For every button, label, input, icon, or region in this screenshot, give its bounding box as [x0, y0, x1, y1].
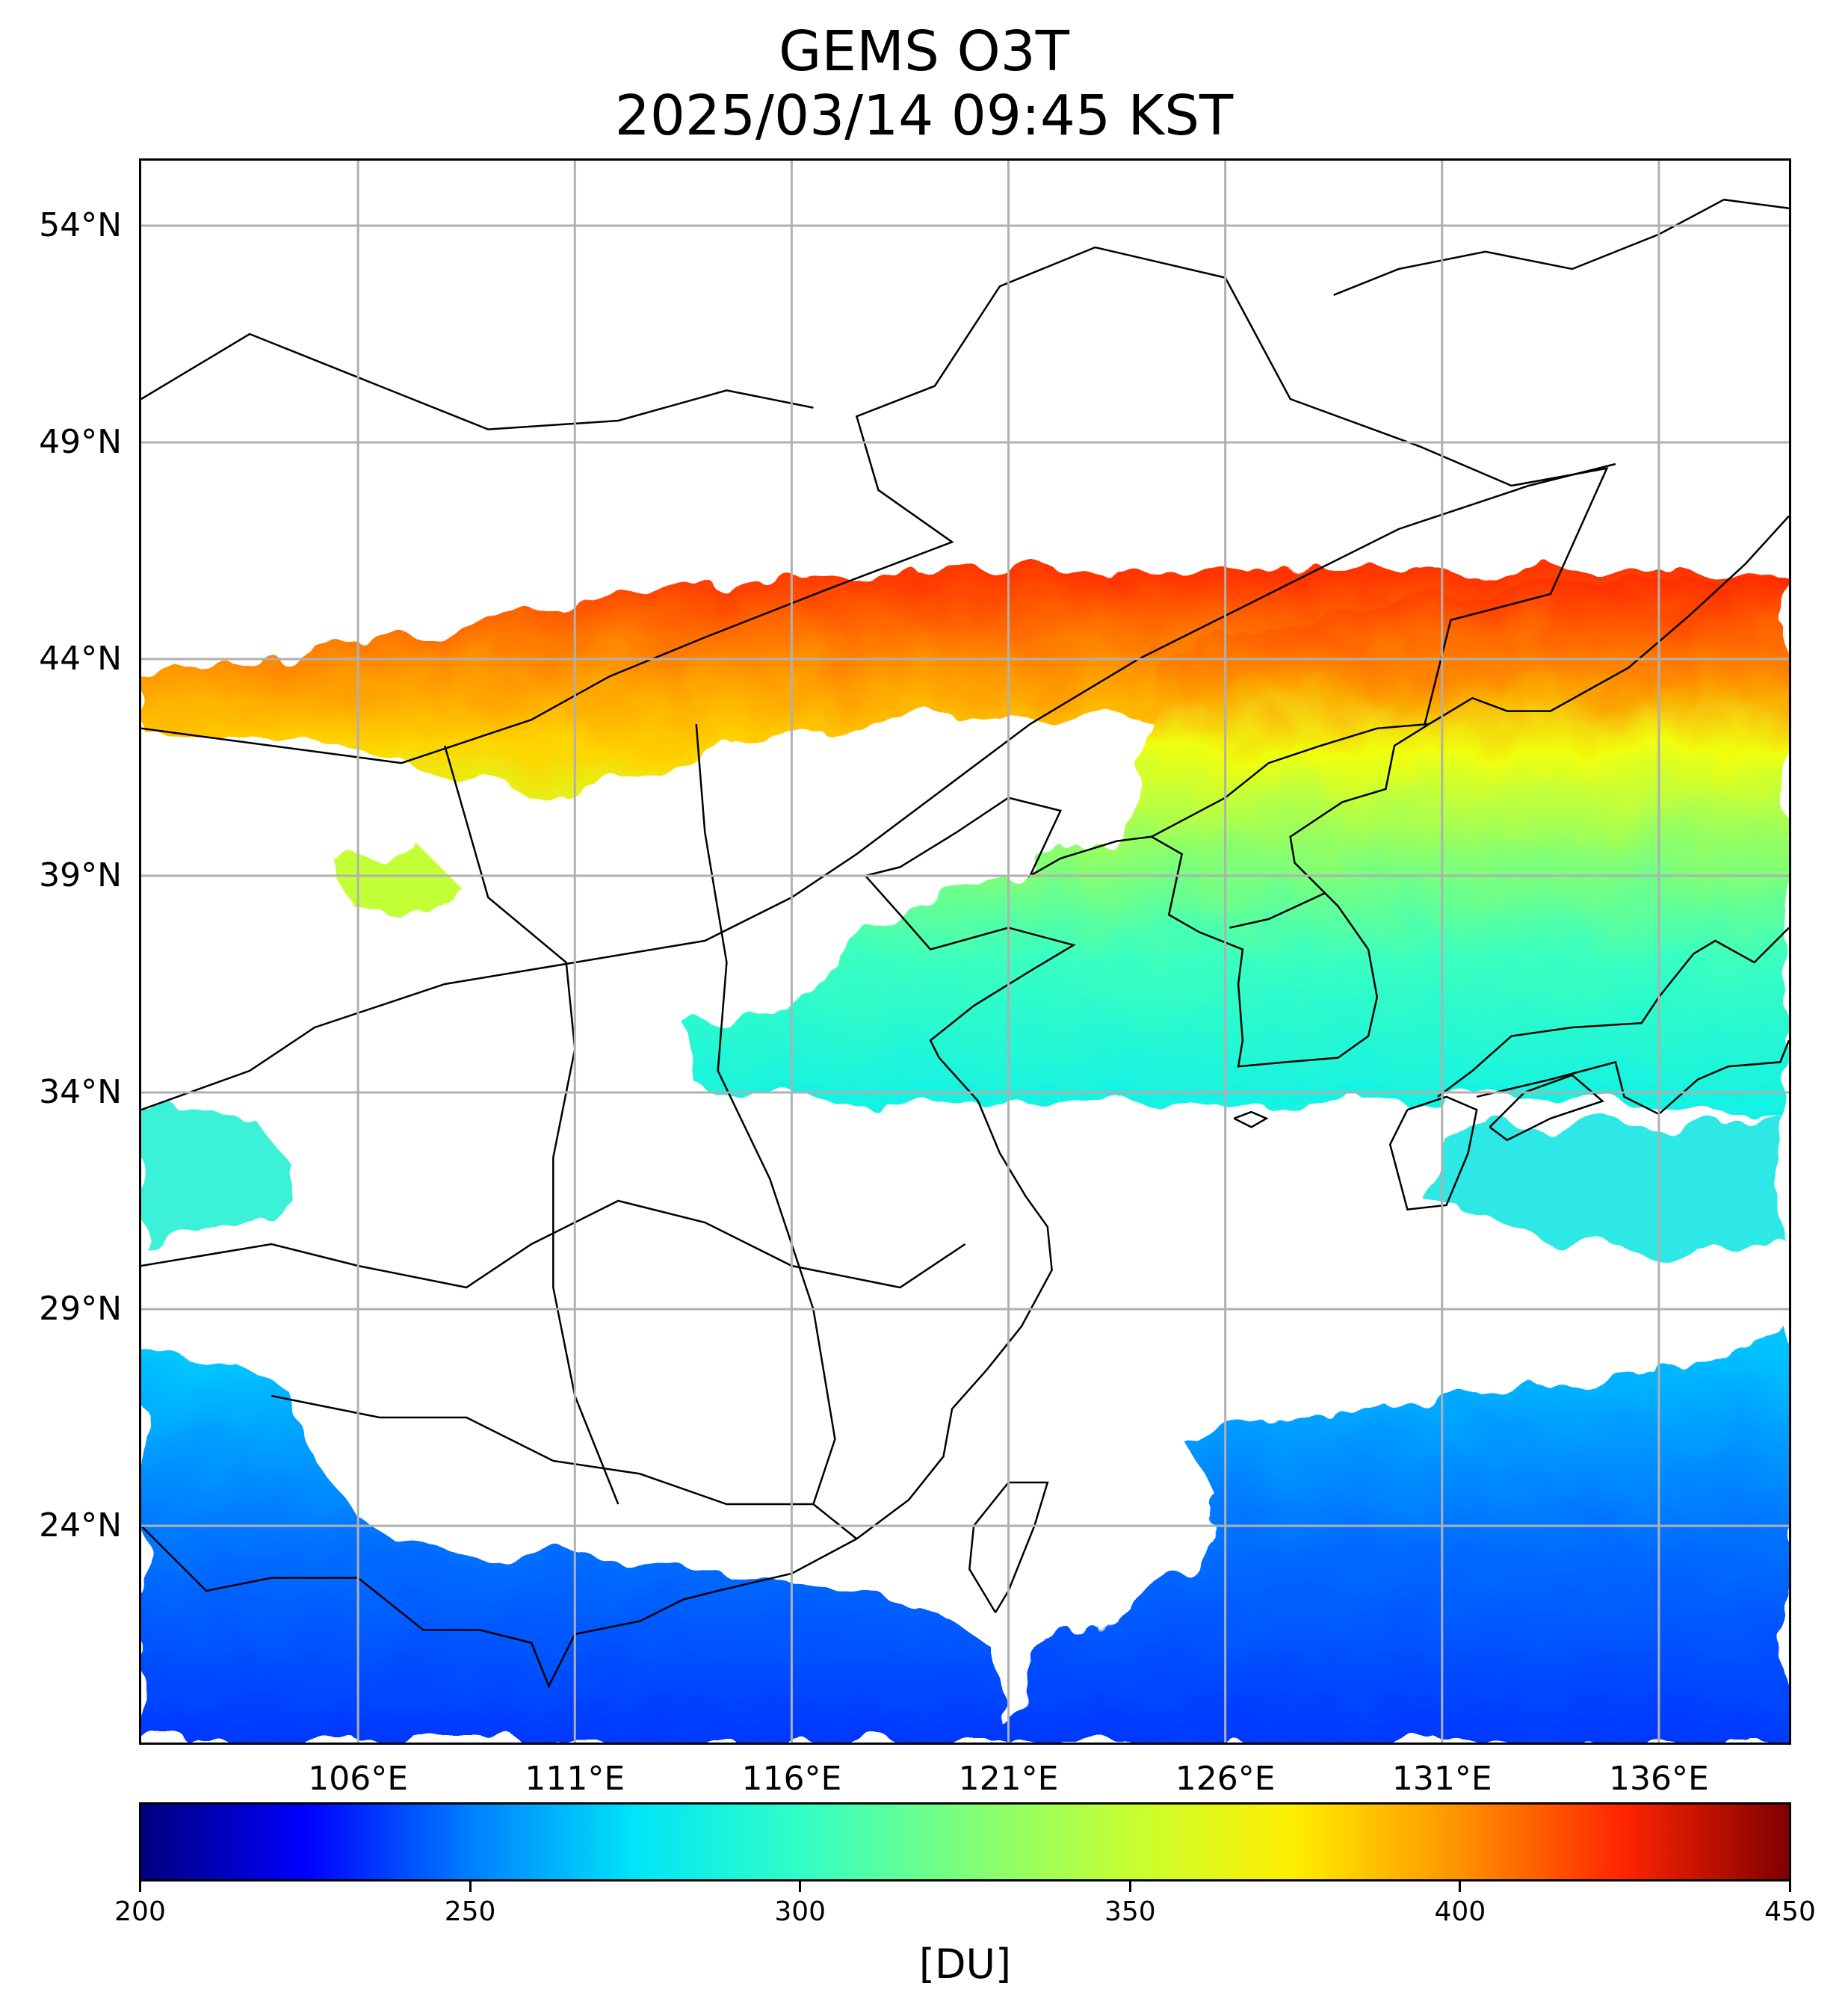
coastline-taiwan	[968, 1481, 1049, 1613]
ozone-field-pacific	[999, 1331, 1789, 1743]
border-china-vietnam	[141, 1525, 480, 1631]
colorbar-tick-label: 300	[774, 1896, 826, 1927]
colorbar-tick	[469, 1882, 472, 1892]
lat-tick-label: 24°N	[39, 1506, 122, 1545]
border-province-4	[443, 745, 619, 1505]
lon-tick-label: 111°E	[525, 1760, 625, 1798]
colorbar-tick-label: 350	[1104, 1896, 1156, 1927]
lon-tick-label: 126°E	[1175, 1760, 1276, 1798]
lat-tick-label: 49°N	[39, 423, 122, 461]
ozone-field-ordos	[327, 850, 467, 919]
map-timestamp: 2025/03/14 09:45 KST	[614, 84, 1234, 148]
colorbar-tick	[1128, 1882, 1131, 1892]
lat-tick-label: 34°N	[39, 1073, 122, 1111]
coastline-kyushu	[1388, 1095, 1478, 1210]
lon-tick-label: 116°E	[741, 1760, 842, 1798]
coastline-korea	[1151, 723, 1430, 1068]
ozone-map	[141, 161, 1789, 1743]
coastline-honshu-north	[1437, 927, 1789, 1098]
map-title: GEMS O3T	[779, 19, 1069, 84]
colorbar-tick	[1789, 1882, 1791, 1892]
colorbar-units: [DU]	[918, 1941, 1012, 1988]
border-province-3	[271, 1394, 858, 1540]
lat-tick-label: 44°N	[39, 640, 122, 678]
ozone-field-japan-cyan	[1424, 1122, 1789, 1253]
colorbar-tick	[799, 1882, 802, 1892]
map-plot-area	[139, 158, 1791, 1745]
border-province-5	[695, 723, 836, 1505]
coastline-okhotsk	[1333, 198, 1789, 296]
ozone-field-west-cyan	[141, 1110, 294, 1244]
colorbar-tick-label: 450	[1764, 1896, 1816, 1927]
ozone-field-east	[683, 576, 1789, 1123]
border-mongolia-russia	[141, 333, 814, 430]
colorbar-tick	[1459, 1882, 1462, 1892]
lat-tick-label: 29°N	[39, 1290, 122, 1328]
coastline-primorye	[1428, 515, 1789, 726]
colorbar-tick-label: 400	[1434, 1896, 1486, 1927]
border-china-korea	[1151, 723, 1430, 838]
border-china-mongolia-russia	[141, 246, 1609, 764]
lon-tick-label: 131°E	[1391, 1760, 1492, 1798]
colorbar-tick	[139, 1882, 141, 1892]
colorbar	[139, 1802, 1791, 1882]
lat-tick-label: 39°N	[39, 856, 122, 894]
lon-tick-label: 106°E	[308, 1760, 409, 1798]
colorbar-tick-label: 250	[444, 1896, 496, 1927]
lon-tick-label: 121°E	[958, 1760, 1059, 1798]
lon-tick-label: 136°E	[1609, 1760, 1709, 1798]
border-korea-dmz	[1229, 892, 1326, 929]
coastline-china	[479, 797, 1152, 1689]
colorbar-tick-label: 200	[114, 1896, 166, 1927]
lat-tick-label: 54°N	[39, 206, 122, 244]
coastline-jeju	[1233, 1110, 1269, 1128]
